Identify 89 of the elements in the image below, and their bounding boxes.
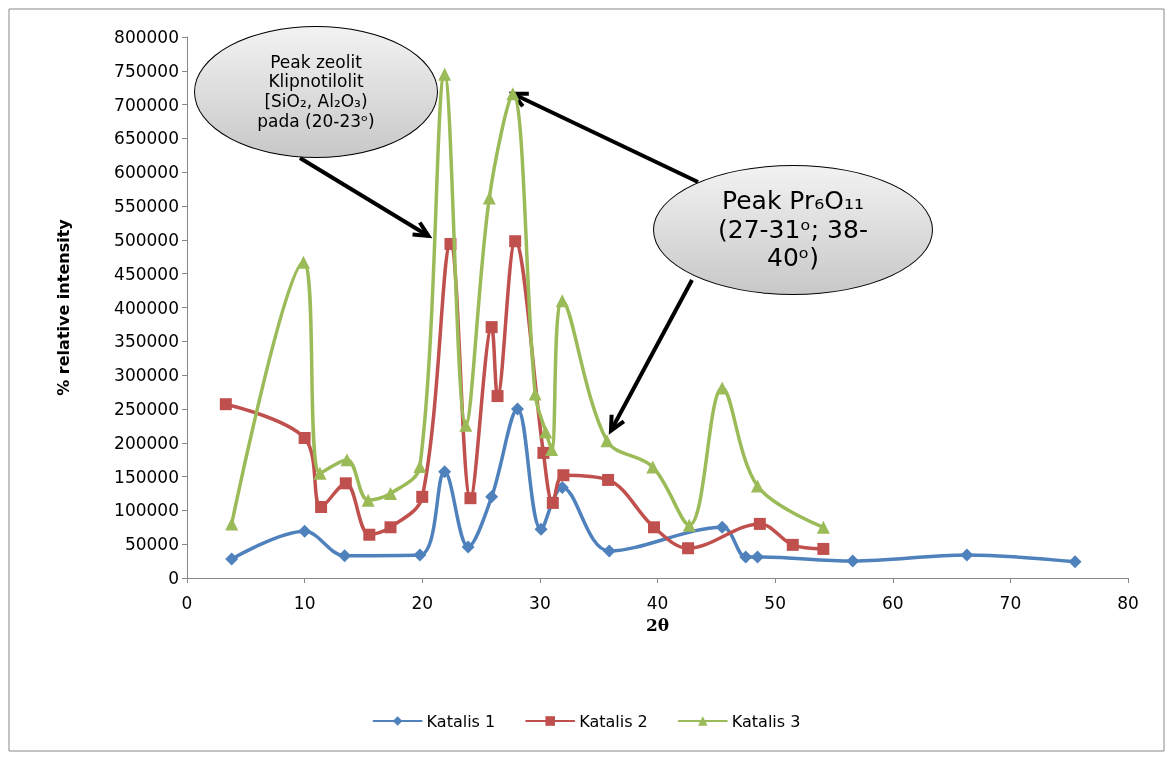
x-tick-label: 50 [764, 592, 786, 613]
x-axis-title: 2θ [645, 614, 670, 635]
point [647, 521, 660, 534]
x-tick-label: 10 [293, 592, 316, 613]
point [557, 469, 570, 482]
x-tick-label: 20 [411, 592, 434, 613]
y-tick-label: 550000 [114, 196, 179, 217]
point [363, 528, 376, 541]
point [816, 520, 830, 534]
y-tick-label: 450000 [114, 263, 179, 284]
point [750, 479, 764, 493]
y-tick-label: 400000 [114, 297, 179, 318]
point [646, 460, 660, 474]
point [383, 486, 397, 500]
y-axis-title: % relative intensity [53, 218, 73, 396]
point [315, 500, 328, 513]
point [1068, 555, 1082, 569]
point [846, 554, 860, 568]
legend-label: Katalis 1 [426, 711, 496, 731]
point [534, 522, 548, 536]
callout-bubble: Peak Pr₆O₁₁ (27-31ᵒ; 38-40ᵒ) [653, 165, 933, 295]
point [786, 538, 799, 551]
point [491, 390, 504, 403]
point [340, 453, 354, 467]
point [545, 443, 559, 457]
point [225, 517, 239, 531]
point [539, 425, 553, 439]
point [438, 465, 452, 479]
annotation: Peak zeolit Klipnotilolit [SiO₂, Al₂O₃) pada (20-23ᵒ) [256, 51, 376, 132]
y-tick-label: 200000 [114, 432, 179, 453]
y-tick-label: 300000 [114, 365, 179, 386]
point [682, 542, 695, 555]
point [438, 67, 452, 81]
point [313, 466, 327, 480]
point [485, 321, 498, 334]
point [600, 434, 614, 448]
point [739, 550, 753, 564]
y-tick-label: 600000 [114, 162, 179, 183]
point [602, 544, 616, 558]
point [482, 191, 496, 205]
point [298, 432, 311, 445]
y-tick-label: 50000 [124, 534, 179, 555]
point [817, 542, 830, 555]
point [511, 402, 525, 416]
y-tick-label: 100000 [114, 500, 179, 521]
point [715, 381, 729, 395]
y-tick-label: 250000 [114, 398, 179, 419]
point [682, 518, 696, 532]
y-tick-label: 700000 [114, 94, 179, 115]
x-tick-label: 80 [1117, 592, 1139, 613]
y-tick-label: 150000 [114, 466, 179, 487]
x-tick-label: 70 [999, 592, 1022, 613]
point [528, 387, 542, 401]
point [461, 540, 475, 554]
point [506, 87, 520, 101]
y-tick-label: 750000 [114, 60, 179, 81]
point [555, 294, 569, 308]
y-tick-label: 800000 [114, 27, 179, 47]
point [459, 418, 473, 432]
point [298, 524, 312, 538]
point [753, 517, 766, 530]
point [464, 492, 477, 505]
legend-label: Katalis 2 [579, 711, 648, 731]
point [485, 490, 499, 504]
x-tick-label: 60 [881, 592, 904, 613]
y-tick-label: 650000 [114, 128, 179, 149]
point [384, 521, 397, 534]
point [546, 496, 559, 509]
point [715, 520, 729, 534]
x-tick-label: 40 [646, 592, 669, 613]
point [361, 493, 375, 507]
annotation: Peak Pr₆O₁₁ (27-31ᵒ; 38-40ᵒ) [717, 185, 869, 274]
point [338, 549, 352, 563]
point [509, 235, 522, 248]
point [413, 548, 427, 562]
legend-label: Katalis 3 [731, 711, 801, 731]
point [960, 548, 974, 562]
callout-bubble: Peak zeolit Klipnotilolit [SiO₂, Al₂O₃) pada (20-23ᵒ) [194, 26, 438, 158]
point [416, 490, 429, 503]
x-tick-label: 0 [181, 592, 193, 613]
y-tick-label: 0 [168, 568, 179, 588]
point [750, 550, 764, 564]
point [225, 552, 239, 566]
point [602, 473, 615, 486]
point [219, 398, 232, 411]
y-tick-label: 350000 [114, 331, 179, 352]
x-tick-label: 30 [529, 592, 551, 613]
y-tick-label: 500000 [114, 229, 179, 250]
point [339, 477, 352, 490]
